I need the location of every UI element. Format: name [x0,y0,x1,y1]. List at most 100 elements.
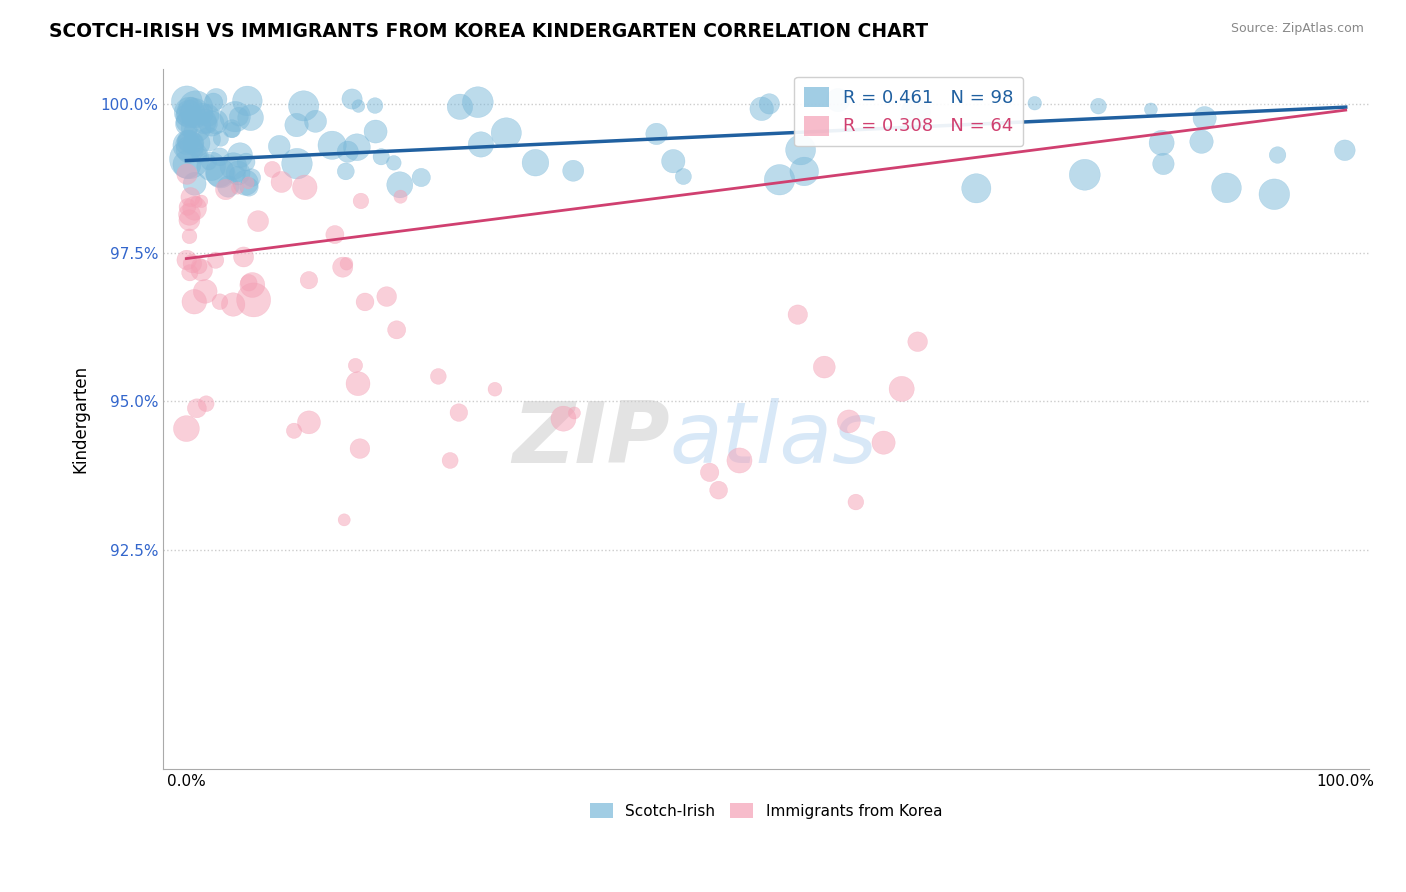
Point [375,289,398,303]
Point [186,194,208,209]
Point [239,111,262,125]
Point [198,155,221,169]
Point [907,334,929,349]
Point [184,120,207,135]
Point [176,115,198,129]
Point [208,165,231,179]
Text: ZIP: ZIP [512,399,669,482]
Point [495,126,517,140]
Point [347,376,370,391]
Point [1074,168,1097,182]
Point [176,108,198,122]
Point [226,166,249,180]
Point [786,308,808,322]
Point [209,166,232,180]
Point [235,176,257,190]
Point [1152,157,1174,171]
Text: SCOTCH-IRISH VS IMMIGRANTS FROM KOREA KINDERGARTEN CORRELATION CHART: SCOTCH-IRISH VS IMMIGRANTS FROM KOREA KI… [49,22,928,41]
Point [321,138,343,153]
Point [188,259,211,273]
Point [333,513,356,527]
Point [238,176,260,190]
Legend: Scotch-Irish, Immigrants from Korea: Scotch-Irish, Immigrants from Korea [583,797,948,825]
Point [347,99,370,113]
Point [411,170,433,185]
Point [346,140,368,154]
Point [354,294,377,309]
Point [195,397,218,411]
Point [177,105,200,120]
Point [285,118,308,132]
Point [221,121,243,136]
Point [179,143,201,157]
Point [838,414,860,428]
Point [553,411,575,425]
Point [827,93,849,107]
Point [294,180,316,194]
Point [562,163,585,178]
Point [208,294,231,309]
Point [179,152,201,166]
Point [186,401,208,416]
Point [793,164,815,178]
Point [229,148,252,162]
Point [699,466,721,480]
Point [298,415,321,429]
Point [197,108,219,122]
Point [193,114,215,128]
Point [238,180,260,194]
Point [181,257,204,271]
Point [176,117,198,131]
Point [176,200,198,214]
Point [188,148,211,162]
Point [439,453,461,467]
Point [226,181,249,195]
Point [1191,135,1213,149]
Point [270,175,292,189]
Point [364,98,387,112]
Point [349,442,371,456]
Point [332,260,354,274]
Point [240,278,263,293]
Point [1194,111,1216,125]
Y-axis label: Kindergarten: Kindergarten [72,365,89,473]
Point [200,159,222,173]
Point [190,263,212,277]
Point [890,382,912,396]
Point [177,138,200,153]
Point [564,406,586,420]
Point [179,213,201,227]
Point [186,136,208,150]
Point [385,323,408,337]
Point [364,124,387,138]
Point [344,359,367,373]
Point [183,136,205,150]
Point [449,100,471,114]
Point [208,150,231,164]
Point [1333,143,1355,157]
Point [183,202,205,216]
Point [292,99,315,113]
Point [180,97,202,112]
Point [388,178,411,192]
Point [224,110,246,124]
Point [262,162,284,177]
Point [226,167,249,181]
Point [904,105,927,120]
Point [180,190,202,204]
Point [1150,136,1173,150]
Point [235,155,257,169]
Point [484,382,506,396]
Point [176,157,198,171]
Point [176,134,198,148]
Point [707,483,730,498]
Point [180,123,202,137]
Point [183,294,205,309]
Text: Source: ZipAtlas.com: Source: ZipAtlas.com [1230,22,1364,36]
Point [323,227,346,242]
Point [197,132,219,146]
Point [427,369,450,384]
Point [672,169,695,184]
Point [215,183,238,197]
Point [1263,187,1285,202]
